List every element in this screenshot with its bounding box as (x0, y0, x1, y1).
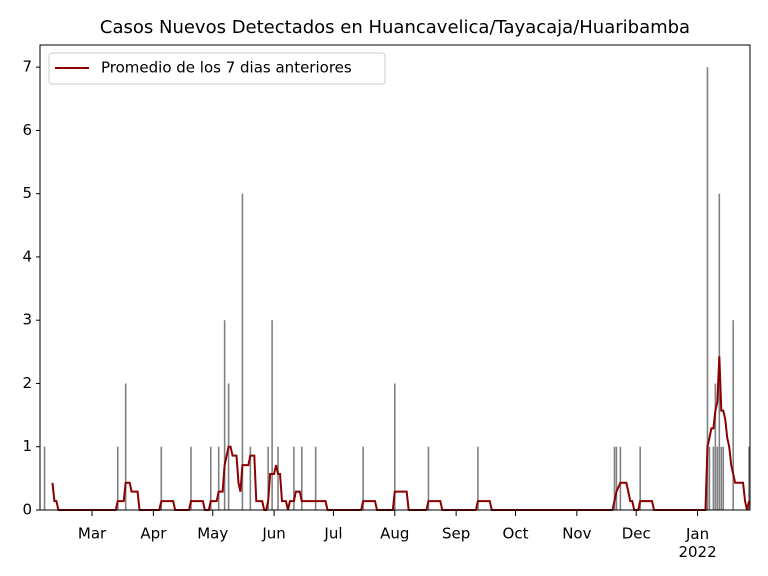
legend-box (48, 52, 386, 85)
x-tick-label: Oct (503, 525, 529, 543)
bar (267, 446, 269, 510)
bar (249, 446, 252, 510)
bar (209, 446, 212, 510)
x-tick-label: Dec (622, 525, 651, 543)
bar (124, 383, 127, 510)
bar (708, 446, 711, 510)
x-tick-label: Sep (442, 525, 470, 543)
bar (477, 446, 479, 510)
bar (271, 320, 273, 510)
x-tick-label: Mar (78, 525, 107, 543)
y-tick-label: 3 (22, 311, 32, 329)
bar (716, 446, 719, 510)
y-tick-label: 7 (22, 58, 32, 76)
x-tick-label: Jun (261, 525, 285, 543)
bar (241, 193, 244, 510)
x-tick-label: Nov (562, 525, 591, 543)
bar (720, 446, 723, 510)
chart-title: Casos Nuevos Detectados en Huancavelica/… (100, 17, 690, 38)
y-tick-label: 4 (22, 247, 32, 265)
bar (639, 446, 641, 510)
x-tick-label: Aug (380, 525, 409, 543)
x-tick-label: Jul (323, 525, 342, 543)
bar (619, 446, 622, 510)
x-tick-label: Jan 2022 (678, 525, 716, 561)
bar (301, 446, 303, 510)
bar (722, 446, 725, 510)
bar (43, 446, 46, 510)
y-tick-label: 1 (22, 437, 32, 455)
bar (748, 446, 750, 510)
bar (732, 320, 734, 510)
bar (718, 193, 721, 510)
bar (217, 446, 220, 510)
y-tick-label: 0 (22, 501, 32, 519)
bar (706, 67, 709, 511)
bar (615, 446, 618, 510)
bar (613, 446, 616, 510)
x-tick-label: Apr (140, 525, 167, 543)
bar (160, 446, 163, 510)
bar (714, 383, 717, 510)
y-tick-label: 2 (22, 374, 32, 392)
y-tick-label: 6 (22, 121, 32, 139)
bar (116, 446, 119, 510)
bar (314, 446, 317, 510)
bar (362, 446, 364, 510)
bar (277, 446, 279, 510)
y-tick-label: 5 (22, 184, 32, 202)
bar (223, 320, 226, 510)
bar (394, 383, 396, 510)
bar (293, 446, 295, 510)
bar (712, 446, 715, 510)
x-tick-label: May (197, 525, 228, 543)
bar (427, 446, 430, 510)
bar (190, 446, 192, 510)
legend-label: Promedio de los 7 dias anteriores (101, 59, 352, 77)
avg-line (51, 356, 750, 511)
